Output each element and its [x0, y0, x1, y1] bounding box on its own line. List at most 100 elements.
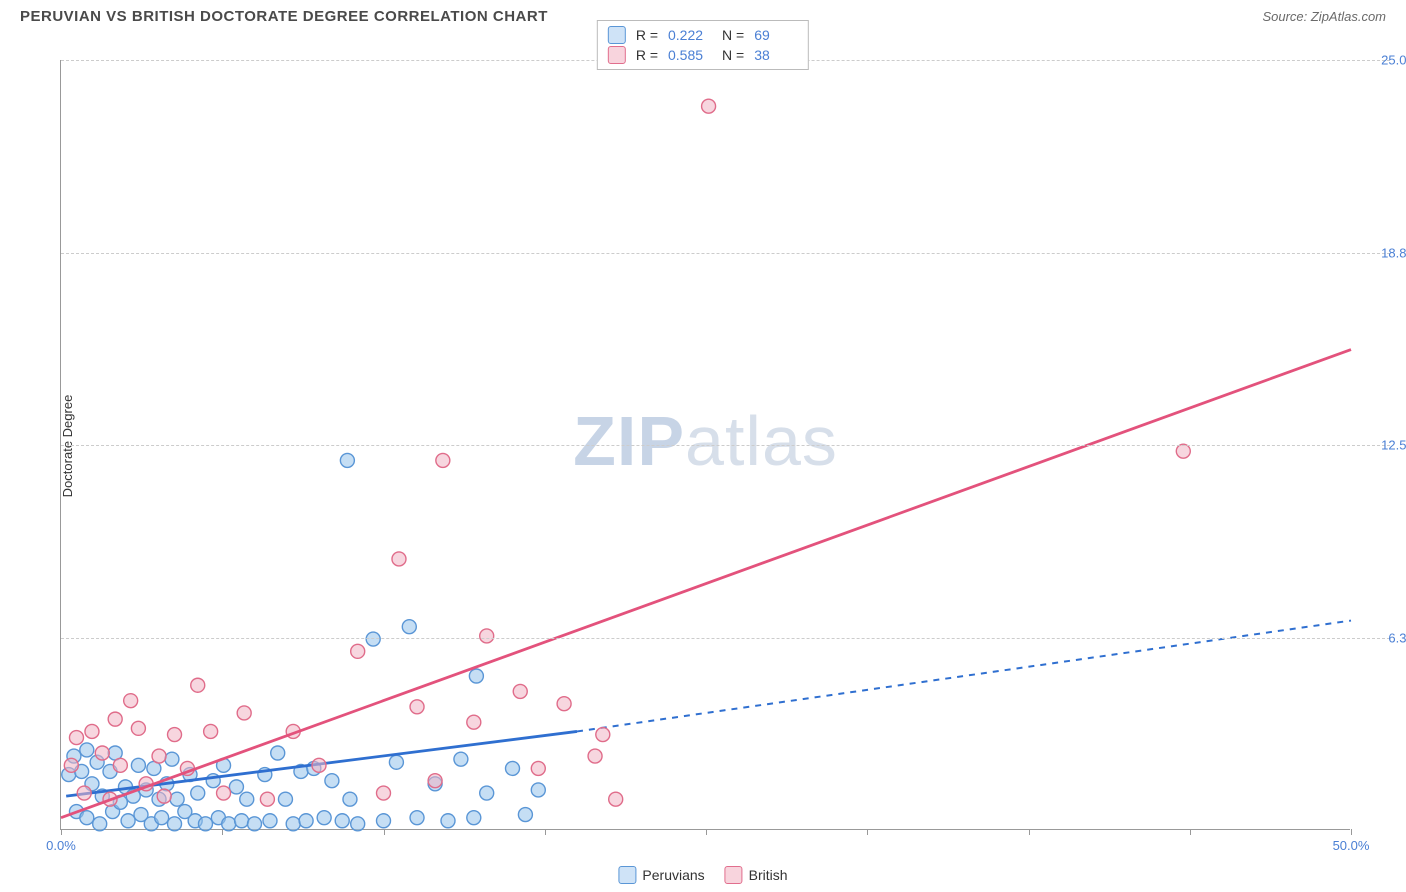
data-point	[64, 758, 78, 772]
data-point	[69, 731, 83, 745]
x-tick	[384, 829, 385, 835]
data-point	[351, 817, 365, 831]
data-point	[204, 724, 218, 738]
data-point	[518, 808, 532, 822]
data-point	[240, 792, 254, 806]
x-tick	[867, 829, 868, 835]
legend-stat-row: R = 0.585 N = 38	[608, 45, 798, 65]
data-point	[80, 811, 94, 825]
x-tick-label: 50.0%	[1333, 838, 1370, 853]
data-point	[168, 817, 182, 831]
legend-text: N =	[722, 27, 744, 43]
data-point	[121, 814, 135, 828]
x-tick	[545, 829, 546, 835]
data-point	[278, 792, 292, 806]
legend-label: British	[749, 867, 788, 883]
data-point	[229, 780, 243, 794]
data-point	[441, 814, 455, 828]
data-point	[469, 669, 483, 683]
data-point	[392, 552, 406, 566]
data-point	[157, 789, 171, 803]
x-tick	[222, 829, 223, 835]
data-point	[85, 724, 99, 738]
data-point	[467, 715, 481, 729]
data-point	[480, 786, 494, 800]
data-point	[343, 792, 357, 806]
gridline	[61, 638, 1390, 639]
data-point	[335, 814, 349, 828]
data-point	[237, 706, 251, 720]
legend-text: R =	[636, 27, 658, 43]
data-point	[410, 811, 424, 825]
y-tick-label: 25.0%	[1381, 53, 1406, 68]
trend-line	[61, 350, 1351, 818]
data-point	[191, 678, 205, 692]
data-point	[609, 792, 623, 806]
data-point	[513, 684, 527, 698]
legend-label: Peruvians	[642, 867, 704, 883]
data-point	[317, 811, 331, 825]
x-tick	[706, 829, 707, 835]
data-point	[325, 774, 339, 788]
data-point	[377, 786, 391, 800]
data-point	[377, 814, 391, 828]
data-point	[480, 629, 494, 643]
data-point	[170, 792, 184, 806]
legend-text: R =	[636, 47, 658, 63]
data-point	[248, 817, 262, 831]
data-point	[454, 752, 468, 766]
data-point	[436, 453, 450, 467]
data-point	[410, 700, 424, 714]
data-point	[402, 620, 416, 634]
data-point	[271, 746, 285, 760]
legend-text: 0.585	[668, 47, 712, 63]
data-point	[340, 453, 354, 467]
data-point	[165, 752, 179, 766]
legend-swatch	[608, 46, 626, 64]
data-point	[113, 758, 127, 772]
legend-item: Peruvians	[618, 866, 704, 884]
data-point	[260, 792, 274, 806]
data-point	[131, 721, 145, 735]
data-point	[191, 786, 205, 800]
data-point	[506, 761, 520, 775]
data-point	[531, 783, 545, 797]
data-point	[366, 632, 380, 646]
data-point	[389, 755, 403, 769]
x-tick	[61, 829, 62, 835]
legend-text: 0.222	[668, 27, 712, 43]
data-point	[152, 749, 166, 763]
legend-stats: R =0.222N =69R =0.585N =38	[597, 20, 809, 70]
legend-swatch	[725, 866, 743, 884]
data-point	[131, 758, 145, 772]
chart-title: PERUVIAN VS BRITISH DOCTORATE DEGREE COR…	[20, 8, 548, 25]
data-point	[93, 817, 107, 831]
legend-swatch	[618, 866, 636, 884]
data-point	[77, 786, 91, 800]
data-point	[588, 749, 602, 763]
data-point	[263, 814, 277, 828]
data-point	[108, 712, 122, 726]
x-tick	[1029, 829, 1030, 835]
data-point	[286, 817, 300, 831]
x-tick-label: 0.0%	[46, 838, 76, 853]
data-point	[80, 743, 94, 757]
legend-text: 38	[754, 47, 798, 63]
chart-area: Doctorate Degree ZIPatlas 6.3%12.5%18.8%…	[50, 40, 1386, 852]
legend-text: N =	[722, 47, 744, 63]
data-point	[596, 728, 610, 742]
data-point	[124, 694, 138, 708]
source-label: Source: ZipAtlas.com	[1262, 9, 1386, 24]
gridline	[61, 445, 1390, 446]
data-point	[1176, 444, 1190, 458]
legend-item: British	[725, 866, 788, 884]
legend-series: Peruvians British	[618, 866, 787, 884]
data-point	[217, 786, 231, 800]
data-point	[299, 814, 313, 828]
data-point	[351, 644, 365, 658]
y-tick-label: 12.5%	[1381, 438, 1406, 453]
data-point	[312, 758, 326, 772]
data-point	[222, 817, 236, 831]
data-point	[95, 746, 109, 760]
data-point	[702, 99, 716, 113]
